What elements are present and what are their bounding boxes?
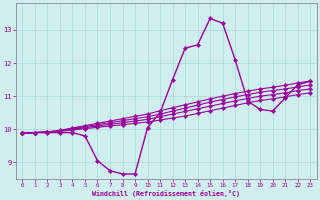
X-axis label: Windchill (Refroidissement éolien,°C): Windchill (Refroidissement éolien,°C) bbox=[92, 190, 240, 197]
